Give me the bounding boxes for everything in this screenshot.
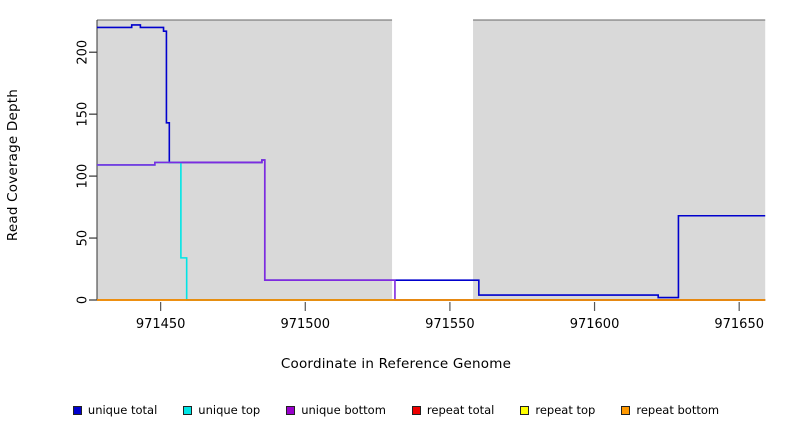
x-tick-label: 971450 xyxy=(136,317,186,330)
legend-item[interactable]: repeat top xyxy=(520,403,595,417)
legend-swatch-icon xyxy=(286,405,296,415)
plot-area: 0 50 100 150 200 971450 971500 971550 971600 9716… xyxy=(76,19,766,330)
legend: unique total unique top unique bottom repea… xyxy=(0,398,792,422)
series-paths xyxy=(97,24,766,301)
legend-item[interactable]: unique bottom xyxy=(286,403,386,417)
x-axis-title: Coordinate in Reference Genome xyxy=(280,356,512,372)
legend-swatch-icon xyxy=(72,405,82,415)
legend-item-label: repeat top xyxy=(535,403,596,417)
y-tick-label: 150 xyxy=(76,102,91,127)
tick-marks xyxy=(89,51,740,311)
x-tick-label: 971550 xyxy=(425,317,475,330)
legend-item[interactable]: unique top xyxy=(183,403,260,417)
y-tick-label: 0 xyxy=(76,296,91,304)
legend-swatch-icon xyxy=(411,405,421,415)
axis-lines xyxy=(96,19,766,300)
legend-item-label: unique top xyxy=(198,403,261,417)
y-axis-title: Read Coverage Depth xyxy=(5,88,21,242)
tick-labels: 0 50 100 150 200 971450 971500 971550 971600 9716… xyxy=(76,40,765,330)
legend-item[interactable]: repeat bottom xyxy=(621,403,719,417)
y-tick-label: 50 xyxy=(76,230,91,247)
legend-swatch-icon xyxy=(520,405,530,415)
legend-item-label: unique bottom xyxy=(301,403,386,417)
plot-svg: 0 50 100 150 200 971450 971500 971550 971600 9716… xyxy=(76,19,766,330)
legend-item-label: unique total xyxy=(87,403,158,417)
legend-swatch-icon xyxy=(183,405,193,415)
y-tick-label: 200 xyxy=(76,40,91,65)
legend-item-label: repeat bottom xyxy=(636,403,720,417)
x-tick-label: 971600 xyxy=(570,317,620,330)
legend-item-label: repeat total xyxy=(426,403,495,417)
contig-region-left xyxy=(97,20,393,300)
x-tick-label: 971500 xyxy=(280,317,330,330)
y-tick-label: 100 xyxy=(76,164,91,189)
legend-item[interactable]: repeat total xyxy=(411,403,495,417)
shaded-regions xyxy=(97,20,766,300)
series-unique-bottom xyxy=(97,159,766,301)
legend-item[interactable]: unique total xyxy=(72,403,158,417)
legend-swatch-icon xyxy=(621,405,631,415)
contig-region-right xyxy=(473,20,766,300)
x-tick-label: 971650 xyxy=(714,317,764,330)
